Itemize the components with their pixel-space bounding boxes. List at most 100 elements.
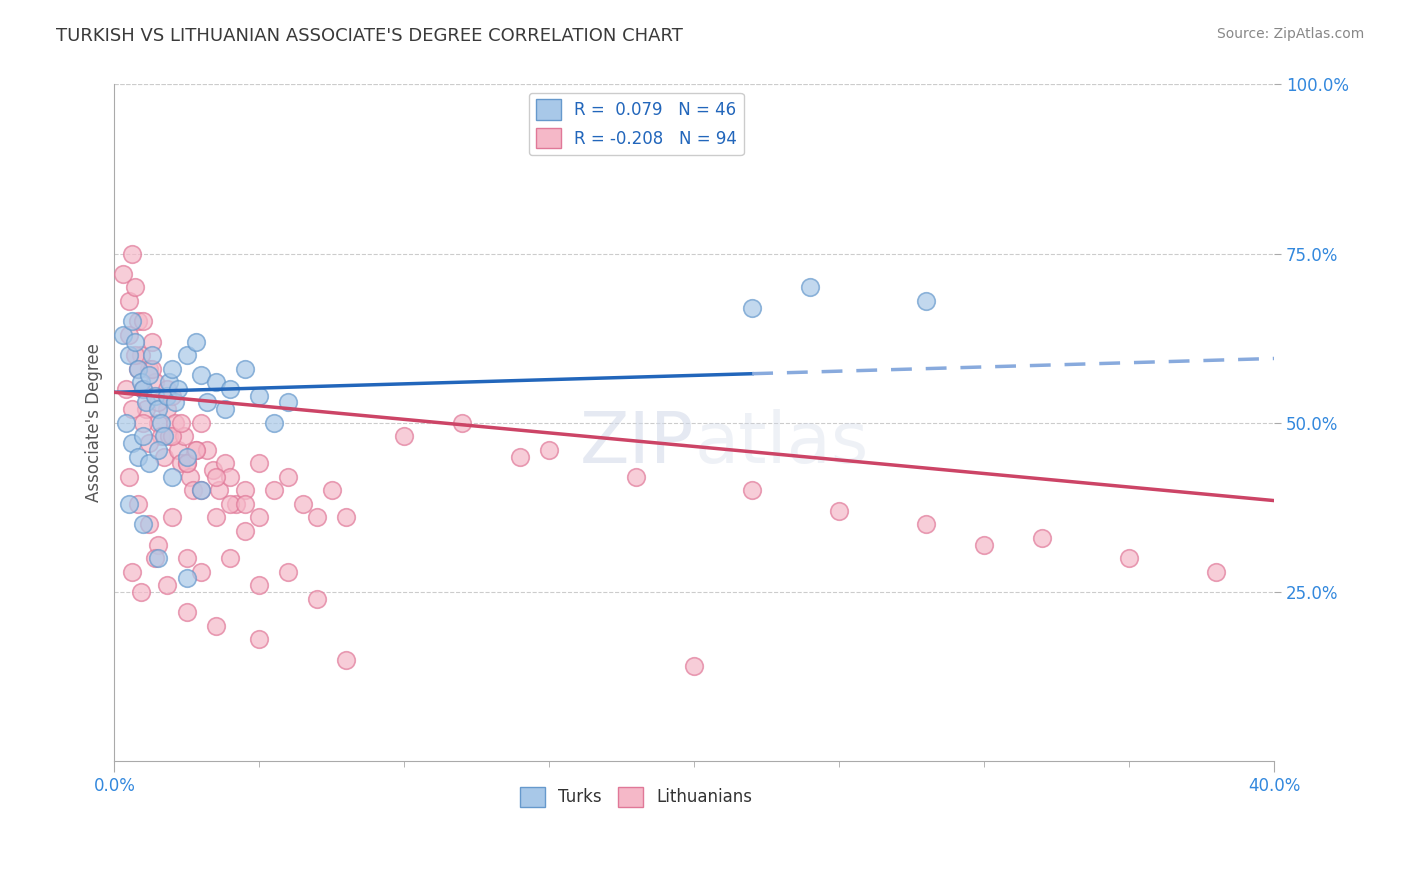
Point (1031, 531, 1053, 545)
Point (741, 483, 763, 498)
Point (115, 416, 138, 430)
Point (127, 361, 149, 376)
Point (1118, 551, 1140, 566)
Point (741, 301, 763, 315)
Point (112, 327, 135, 342)
Point (828, 504, 851, 518)
Point (195, 395, 218, 409)
Point (167, 442, 190, 457)
Point (1205, 565, 1227, 579)
Point (121, 402, 143, 417)
Point (146, 551, 169, 566)
Point (115, 382, 138, 396)
Point (141, 334, 163, 349)
Point (127, 361, 149, 376)
Point (184, 442, 207, 457)
Point (277, 470, 299, 484)
Point (184, 334, 207, 349)
Point (118, 327, 141, 342)
Point (176, 605, 198, 619)
Point (129, 585, 152, 599)
Point (152, 429, 174, 443)
Point (118, 497, 141, 511)
Point (205, 510, 228, 524)
Point (451, 416, 474, 430)
Point (247, 510, 270, 524)
Point (233, 497, 256, 511)
Point (538, 442, 561, 457)
Point (176, 450, 198, 464)
Point (146, 537, 169, 551)
Point (219, 497, 242, 511)
Point (233, 361, 256, 376)
Point (121, 246, 143, 260)
Point (165, 395, 187, 409)
Point (143, 389, 166, 403)
Point (143, 551, 166, 566)
Point (176, 456, 198, 470)
Point (159, 429, 181, 443)
Point (335, 652, 357, 666)
Point (321, 483, 343, 498)
Point (973, 537, 995, 551)
Point (208, 483, 231, 498)
Point (121, 314, 143, 328)
Point (146, 442, 169, 457)
Point (162, 361, 184, 376)
Point (915, 517, 938, 532)
Point (335, 510, 357, 524)
Point (214, 402, 236, 417)
Point (291, 497, 314, 511)
Point (626, 470, 648, 484)
Point (155, 402, 177, 417)
Point (135, 402, 157, 417)
Point (149, 416, 172, 430)
Point (124, 348, 146, 362)
Point (170, 416, 193, 430)
Point (263, 483, 285, 498)
Point (121, 565, 143, 579)
Point (162, 470, 184, 484)
Point (307, 510, 329, 524)
Point (170, 456, 193, 470)
Point (394, 429, 416, 443)
Y-axis label: Associate's Degree: Associate's Degree (86, 343, 103, 502)
Point (112, 267, 135, 281)
Point (176, 348, 198, 362)
Text: ZIP: ZIP (579, 409, 695, 477)
Point (146, 402, 169, 417)
Point (247, 632, 270, 647)
Point (181, 483, 204, 498)
Point (247, 389, 270, 403)
Text: TURKISH VS LITHUANIAN ASSOCIATE'S DEGREE CORRELATION CHART: TURKISH VS LITHUANIAN ASSOCIATE'S DEGREE… (56, 27, 683, 45)
Point (190, 368, 212, 383)
Point (190, 483, 212, 498)
Point (138, 456, 160, 470)
Point (132, 517, 155, 532)
Point (129, 348, 152, 362)
Point (201, 463, 224, 477)
Point (124, 280, 146, 294)
Point (915, 293, 938, 308)
Point (190, 416, 212, 430)
Point (233, 524, 256, 538)
Point (176, 456, 198, 470)
Point (127, 450, 149, 464)
Point (179, 470, 201, 484)
Point (277, 395, 299, 409)
Point (155, 382, 177, 396)
Point (124, 334, 146, 349)
Point (118, 348, 141, 362)
Point (138, 361, 160, 376)
Point (155, 389, 177, 403)
Point (167, 382, 190, 396)
Point (155, 578, 177, 592)
Point (146, 395, 169, 409)
Point (121, 436, 143, 450)
Point (141, 361, 163, 376)
Text: Source: ZipAtlas.com: Source: ZipAtlas.com (1216, 27, 1364, 41)
Point (135, 395, 157, 409)
Point (149, 429, 172, 443)
Point (129, 375, 152, 389)
Point (118, 293, 141, 308)
